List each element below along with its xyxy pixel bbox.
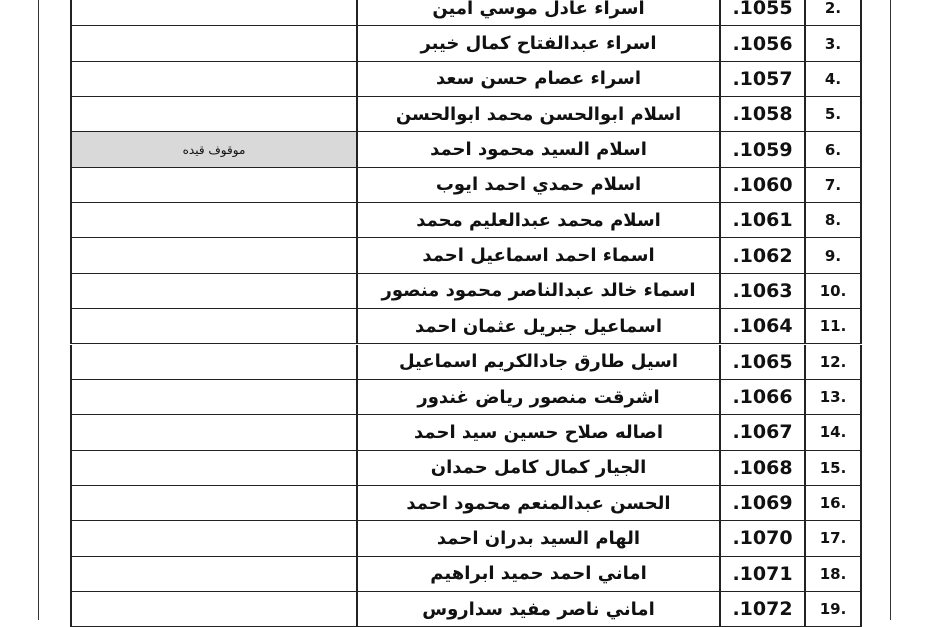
table-row: 9. .1062 اسماء احمد اسماعيل احمد: [70, 238, 862, 274]
page-frame-right: [890, 0, 891, 620]
note-empty: [70, 167, 357, 204]
student-code: .1058: [720, 97, 805, 133]
student-code: .1066: [720, 379, 805, 416]
student-name: اسلام ابوالحسن محمد ابوالحسن: [357, 97, 720, 133]
row-number: 7.: [805, 167, 862, 204]
table-row: 16. .1069 الحسن عبدالمنعم محمود احمد: [70, 485, 862, 522]
table-row: 13. .1066 اشرقت منصور رياض غندور: [70, 379, 862, 416]
table-row: 15. .1068 الجيار كمال كامل حمدان: [70, 450, 862, 486]
student-code: .1069: [720, 485, 805, 522]
note-empty: [70, 0, 357, 27]
row-number: 15.: [805, 450, 862, 486]
table-row: 4. .1057 اسراء عصام حسن سعد: [70, 61, 862, 98]
student-code: .1070: [720, 521, 805, 557]
note-empty: [70, 273, 357, 310]
row-number: 9.: [805, 238, 862, 274]
note-empty: [70, 521, 357, 557]
row-number: 6.: [805, 132, 862, 168]
note-empty: [70, 97, 357, 133]
student-code: .1060: [720, 167, 805, 204]
note-empty: [70, 415, 357, 451]
student-name: الجيار كمال كامل حمدان: [357, 450, 720, 486]
student-name: اسراء عصام حسن سعد: [357, 61, 720, 98]
student-name: الحسن عبدالمنعم محمود احمد: [357, 485, 720, 522]
table-row: 6. .1059 اسلام السيد محمود احمد موقوف قيده: [70, 132, 862, 168]
page-frame-left: [38, 0, 39, 620]
row-number: 19.: [805, 591, 862, 627]
student-name: اسماء خالد عبدالناصر محمود منصور: [357, 273, 720, 310]
row-number: 17.: [805, 521, 862, 557]
note-empty: [70, 556, 357, 592]
student-code: .1071: [720, 556, 805, 592]
table-row: 17. .1070 الهام السيد بدران احمد: [70, 521, 862, 557]
student-name: اسماء احمد اسماعيل احمد: [357, 238, 720, 274]
note-empty: [70, 591, 357, 627]
student-code: .1067: [720, 415, 805, 451]
student-name: اصاله صلاح حسين سيد احمد: [357, 415, 720, 451]
table-row: 18. .1071 اماني احمد حميد ابراهيم: [70, 556, 862, 592]
note-empty: [70, 203, 357, 239]
row-number: 2.: [805, 0, 862, 27]
student-name: اسلام السيد محمود احمد: [357, 132, 720, 168]
note-empty: [70, 61, 357, 98]
table-row: 11. .1064 اسماعيل جبريل عثمان احمد: [70, 309, 862, 345]
row-number: 14.: [805, 415, 862, 451]
row-number: 12.: [805, 344, 862, 380]
student-name: اسيل طارق جادالكريم اسماعيل: [357, 344, 720, 380]
student-code: .1065: [720, 344, 805, 380]
table-row: 19. .1072 اماني ناصر مفيد سداروس: [70, 591, 862, 627]
student-code: .1062: [720, 238, 805, 274]
student-code: .1072: [720, 591, 805, 627]
student-name: اسلام محمد عبدالعليم محمد: [357, 203, 720, 239]
row-number: 4.: [805, 61, 862, 98]
row-number: 3.: [805, 26, 862, 62]
note-empty: [70, 26, 357, 62]
table-row: 3. .1056 اسراء عبدالفتاح كمال خيبر: [70, 26, 862, 62]
note-empty: [70, 485, 357, 522]
note-empty: [70, 309, 357, 345]
row-number: 8.: [805, 203, 862, 239]
table-row: 5. .1058 اسلام ابوالحسن محمد ابوالحسن: [70, 97, 862, 133]
student-name: اماني احمد حميد ابراهيم: [357, 556, 720, 592]
row-number: 18.: [805, 556, 862, 592]
note-empty: [70, 379, 357, 416]
student-code: .1063: [720, 273, 805, 310]
table-row: 2. .1055 اسراء عادل موسي امين: [70, 0, 862, 27]
row-number: 10.: [805, 273, 862, 310]
note-empty: [70, 238, 357, 274]
student-code: .1055: [720, 0, 805, 27]
row-number: 5.: [805, 97, 862, 133]
row-number: 16.: [805, 485, 862, 522]
student-code: .1059: [720, 132, 805, 168]
student-code: .1061: [720, 203, 805, 239]
note-empty: [70, 344, 357, 380]
student-name: اسماعيل جبريل عثمان احمد: [357, 309, 720, 345]
row-number: 11.: [805, 309, 862, 345]
student-name: اماني ناصر مفيد سداروس: [357, 591, 720, 627]
table-row: 8. .1061 اسلام محمد عبدالعليم محمد: [70, 203, 862, 239]
student-code: .1057: [720, 61, 805, 98]
student-code: .1064: [720, 309, 805, 345]
student-name: الهام السيد بدران احمد: [357, 521, 720, 557]
table-row: 14. .1067 اصاله صلاح حسين سيد احمد: [70, 415, 862, 451]
note: موقوف قيده: [70, 132, 357, 168]
student-name: اسراء عبدالفتاح كمال خيبر: [357, 26, 720, 62]
student-code: .1056: [720, 26, 805, 62]
student-name: اسراء عادل موسي امين: [357, 0, 720, 27]
table-row: 10. .1063 اسماء خالد عبدالناصر محمود منصور: [70, 273, 862, 310]
note-empty: [70, 450, 357, 486]
table-row: 12. .1065 اسيل طارق جادالكريم اسماعيل: [70, 344, 862, 380]
student-name: اشرقت منصور رياض غندور: [357, 379, 720, 416]
table-row: 7. .1060 اسلام حمدي احمد ايوب: [70, 167, 862, 204]
student-name: اسلام حمدي احمد ايوب: [357, 167, 720, 204]
student-code: .1068: [720, 450, 805, 486]
row-number: 13.: [805, 379, 862, 416]
